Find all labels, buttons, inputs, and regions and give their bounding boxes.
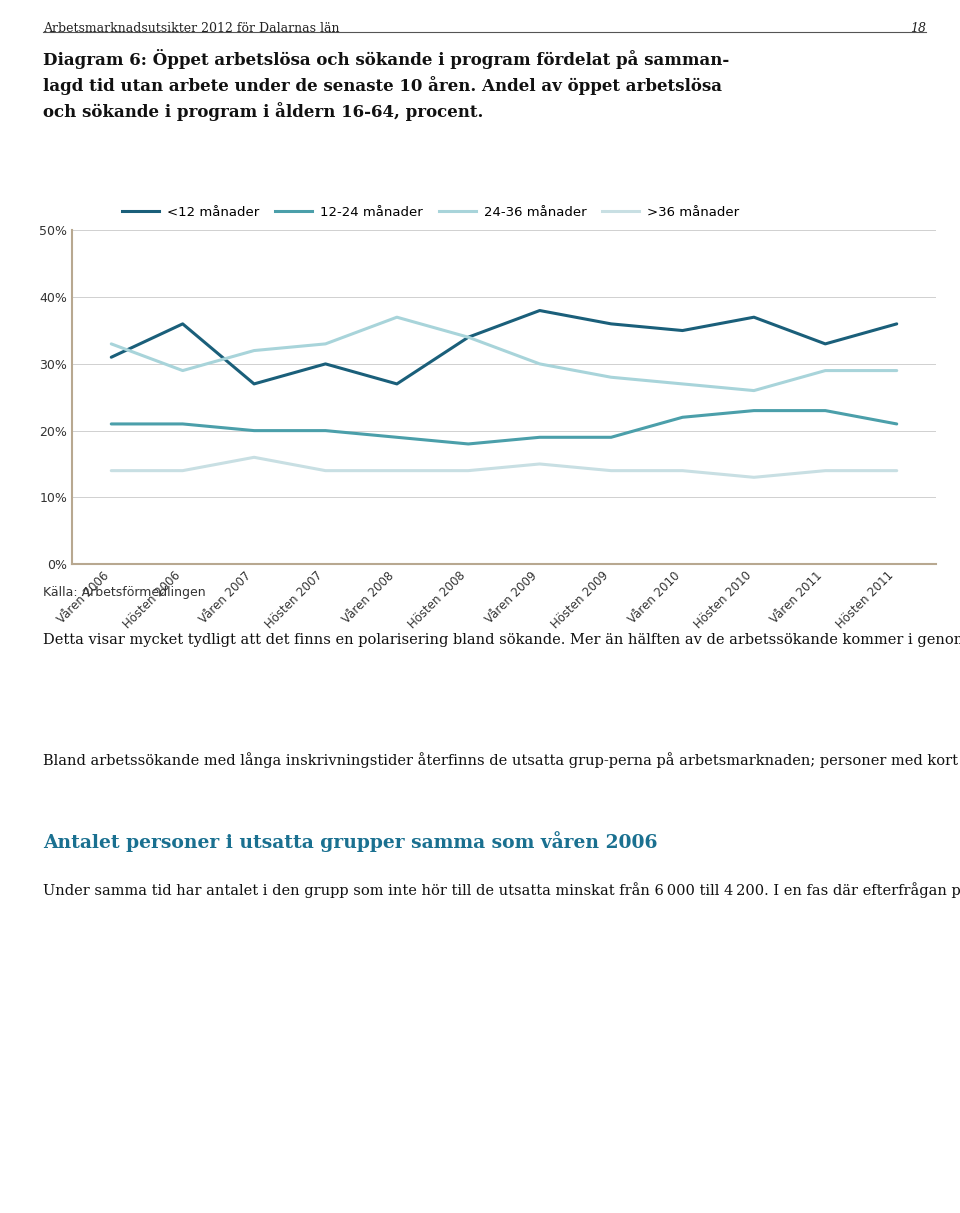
>36 månader [177,463,188,478]
Text: Antalet personer i utsatta grupper samma som våren 2006: Antalet personer i utsatta grupper samma… [43,831,658,852]
12-24 månader [106,416,117,431]
>36 månader [820,463,831,478]
12-24 månader [177,416,188,431]
24-36 månader [320,336,331,351]
12-24 månader [820,403,831,417]
<12 månader [534,303,545,318]
12-24 månader [748,403,759,417]
>36 månader [391,463,402,478]
Text: 18: 18 [910,22,926,35]
>36 månader [606,463,617,478]
12-24 månader [320,423,331,438]
24-36 månader [106,336,117,351]
Line: 24-36 månader: 24-36 månader [111,317,897,391]
Line: <12 månader: <12 månader [111,311,897,383]
<12 månader [106,349,117,364]
<12 månader [820,336,831,351]
24-36 månader [177,363,188,377]
24-36 månader [820,363,831,377]
24-36 månader [391,309,402,324]
>36 månader [320,463,331,478]
<12 månader [249,376,260,391]
<12 månader [677,323,688,337]
>36 månader [748,469,759,484]
>36 månader [891,463,902,478]
12-24 månader [391,429,402,444]
Text: Källa: Arbetsförmedlingen: Källa: Arbetsförmedlingen [43,586,205,599]
>36 månader [463,463,474,478]
<12 månader [320,357,331,371]
24-36 månader [249,343,260,358]
Line: >36 månader: >36 månader [111,457,897,477]
Text: Arbetsmarknadsutsikter 2012 för Dalarnas län: Arbetsmarknadsutsikter 2012 för Dalarnas… [43,22,340,35]
24-36 månader [748,383,759,398]
12-24 månader [249,423,260,438]
<12 månader [391,376,402,391]
<12 månader [748,309,759,324]
12-24 månader [463,437,474,451]
<12 månader [177,317,188,331]
Text: Detta visar mycket tydligt att det finns en polarisering bland sökande. Mer än h: Detta visar mycket tydligt att det finns… [43,631,960,647]
24-36 månader [606,370,617,385]
24-36 månader [463,330,474,344]
24-36 månader [891,363,902,377]
Line: 12-24 månader: 12-24 månader [111,410,897,444]
24-36 månader [677,376,688,391]
>36 månader [106,463,117,478]
24-36 månader [534,357,545,371]
12-24 månader [606,429,617,444]
Legend: <12 månader, 12-24 månader, 24-36 månader, >36 månader: <12 månader, 12-24 månader, 24-36 månade… [117,200,744,224]
Text: Under samma tid har antalet i den grupp som inte hör till de utsatta minskat frå: Under samma tid har antalet i den grupp … [43,882,960,898]
<12 månader [606,317,617,331]
Text: Bland arbetssökande med långa inskrivningstider återfinns de utsatta grup-perna : Bland arbetssökande med långa inskrivnin… [43,752,960,768]
Text: Diagram 6: Öppet arbetslösa och sökande i program fördelat på samman-
lagd tid u: Diagram 6: Öppet arbetslösa och sökande … [43,49,730,121]
<12 månader [891,317,902,331]
<12 månader [463,330,474,344]
>36 månader [249,450,260,465]
12-24 månader [891,416,902,431]
>36 månader [677,463,688,478]
12-24 månader [534,429,545,444]
12-24 månader [677,410,688,425]
>36 månader [534,456,545,471]
